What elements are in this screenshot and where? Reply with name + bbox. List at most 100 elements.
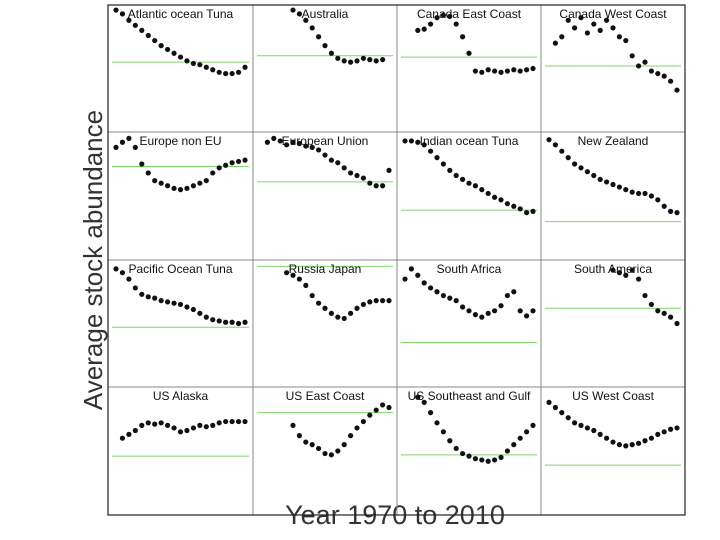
data-point bbox=[303, 282, 309, 288]
data-point bbox=[511, 203, 517, 209]
data-point bbox=[386, 167, 392, 173]
data-point bbox=[511, 289, 517, 295]
panel-frame bbox=[540, 259, 686, 388]
data-point bbox=[152, 421, 158, 427]
panel-title: Russia Japan bbox=[289, 262, 362, 276]
data-point bbox=[296, 276, 302, 282]
data-point bbox=[623, 443, 629, 449]
data-point bbox=[498, 69, 504, 75]
data-point bbox=[271, 135, 277, 141]
data-point bbox=[530, 422, 536, 428]
data-point bbox=[453, 445, 459, 452]
data-point bbox=[171, 50, 177, 56]
data-point bbox=[373, 298, 379, 304]
panel-frame bbox=[107, 4, 254, 133]
data-point bbox=[119, 11, 126, 17]
panel-title: US East Coast bbox=[286, 389, 365, 403]
data-point bbox=[152, 178, 158, 184]
data-point bbox=[171, 185, 177, 191]
panel-title: US Alaska bbox=[153, 389, 209, 403]
data-point bbox=[402, 138, 408, 144]
data-point bbox=[341, 58, 347, 64]
data-point bbox=[530, 65, 536, 72]
data-point bbox=[440, 12, 446, 18]
data-point bbox=[668, 314, 674, 320]
data-point bbox=[322, 43, 328, 49]
data-point bbox=[190, 306, 196, 313]
data-point bbox=[165, 422, 171, 428]
panel-frame bbox=[252, 4, 398, 133]
data-point bbox=[610, 181, 616, 188]
data-point bbox=[453, 21, 459, 27]
data-point bbox=[428, 21, 434, 27]
data-point bbox=[203, 178, 209, 184]
data-point bbox=[460, 34, 466, 40]
data-point bbox=[661, 203, 667, 209]
data-point bbox=[303, 439, 309, 445]
data-point bbox=[552, 142, 559, 148]
panel-title: New Zealand bbox=[578, 134, 649, 148]
data-point bbox=[415, 139, 421, 145]
data-point bbox=[485, 67, 491, 73]
data-point bbox=[636, 440, 642, 446]
data-point bbox=[492, 457, 498, 463]
data-point bbox=[322, 305, 328, 311]
data-point bbox=[623, 37, 629, 44]
data-point bbox=[492, 194, 498, 200]
data-point bbox=[485, 458, 491, 464]
data-point bbox=[322, 450, 328, 457]
data-point bbox=[460, 176, 466, 182]
data-point bbox=[530, 308, 536, 314]
data-point bbox=[216, 69, 222, 75]
data-point bbox=[235, 320, 242, 327]
data-point bbox=[277, 138, 283, 144]
data-point bbox=[546, 399, 552, 405]
data-point bbox=[616, 270, 623, 276]
data-point bbox=[216, 165, 222, 171]
panel-title: US Southeast and Gulf bbox=[408, 389, 531, 403]
data-point bbox=[517, 68, 523, 74]
panel-frame bbox=[396, 4, 542, 133]
data-point bbox=[428, 148, 434, 154]
data-point bbox=[559, 148, 565, 154]
data-point bbox=[309, 292, 315, 299]
data-point bbox=[517, 206, 523, 212]
data-point bbox=[309, 144, 315, 150]
data-point bbox=[642, 292, 648, 299]
data-point bbox=[360, 55, 366, 61]
data-point bbox=[610, 439, 616, 445]
data-point bbox=[197, 422, 203, 428]
data-point bbox=[190, 60, 196, 67]
data-point bbox=[171, 300, 177, 306]
data-point bbox=[642, 190, 648, 197]
panel-title: Indian ocean Tuna bbox=[420, 134, 519, 148]
data-point bbox=[335, 314, 341, 320]
data-point bbox=[290, 422, 296, 428]
data-point bbox=[668, 208, 674, 214]
data-point bbox=[591, 427, 597, 434]
data-point bbox=[597, 176, 603, 182]
data-point bbox=[367, 412, 373, 418]
data-point bbox=[152, 295, 158, 301]
data-point bbox=[126, 135, 132, 141]
data-point bbox=[229, 160, 235, 166]
data-point bbox=[309, 25, 315, 31]
panel-title: Canada West Coast bbox=[559, 7, 667, 21]
data-point bbox=[126, 276, 132, 282]
data-point bbox=[415, 394, 421, 400]
data-point bbox=[636, 190, 642, 197]
data-point bbox=[145, 294, 151, 300]
data-point bbox=[504, 201, 510, 207]
data-point bbox=[466, 50, 472, 56]
data-point bbox=[348, 433, 354, 439]
data-point bbox=[348, 170, 354, 176]
data-point bbox=[648, 301, 655, 308]
data-point bbox=[408, 266, 414, 272]
data-point bbox=[373, 183, 379, 189]
data-point bbox=[674, 210, 680, 216]
data-point bbox=[661, 73, 667, 79]
data-point bbox=[360, 175, 366, 181]
data-point bbox=[591, 21, 597, 27]
data-point bbox=[559, 34, 565, 40]
